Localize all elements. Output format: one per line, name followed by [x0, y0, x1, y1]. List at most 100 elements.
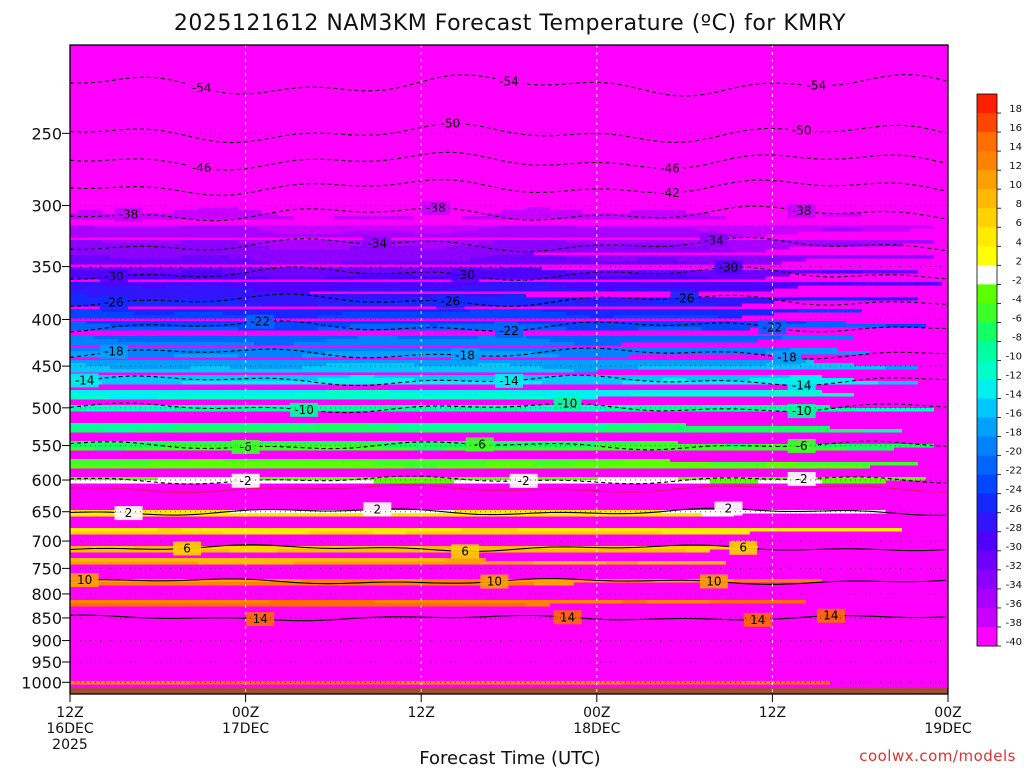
y-tick-label: 900: [31, 632, 62, 651]
temperature-cell: [638, 405, 702, 409]
temperature-cell: [526, 546, 758, 550]
temperature-cell: [190, 681, 398, 685]
temperature-cell: [70, 282, 102, 286]
temperature-cell: [454, 510, 662, 514]
temperature-cell: [70, 390, 326, 394]
temperature-cell: [622, 243, 686, 247]
temperature-cell: [414, 363, 478, 367]
temperature-cell: [862, 213, 910, 217]
temperature-cell: [326, 390, 390, 394]
temperature-cell: [102, 240, 182, 244]
temperature-cell: [126, 447, 414, 451]
colorbar-label: -28: [1006, 523, 1022, 534]
temperature-cell: [70, 339, 118, 343]
temperature-cell: [110, 255, 182, 259]
temperature-cell: [446, 447, 846, 451]
temperature-cell: [158, 477, 238, 481]
temperature-cell: [486, 282, 550, 286]
temperature-cell: [734, 579, 822, 583]
contour-label: -6: [474, 437, 486, 451]
temperature-cell: [102, 429, 134, 433]
contour-label-bg: [436, 116, 465, 131]
temperature-cell: [542, 366, 638, 370]
colorbar-label: -30: [1006, 542, 1022, 553]
temperature-cell: [118, 297, 470, 301]
temperature-cell: [70, 300, 238, 304]
contour-label-bg: [246, 612, 275, 627]
contour-label-bg: [655, 185, 684, 200]
temperature-cell: [350, 375, 374, 379]
temperature-cell: [166, 444, 382, 448]
temperature-cell: [526, 603, 550, 607]
contour-label: -30: [455, 268, 475, 282]
temperature-cell: [70, 600, 270, 604]
temperature-cell: [478, 243, 598, 247]
colorbar-label: -18: [1006, 428, 1022, 439]
contour-label: -38: [119, 208, 139, 222]
temperature-cell: [70, 582, 534, 586]
y-tick-label: 650: [31, 503, 62, 522]
temperature-cell: [566, 240, 934, 244]
colorbar-swatch: [977, 132, 997, 152]
temperature-cell: [126, 270, 182, 274]
temperature-cell: [182, 255, 230, 259]
temperature-cell: [398, 336, 478, 340]
temperature-cell: [374, 531, 406, 535]
temperature-cell: [518, 321, 806, 325]
plot-frame: [69, 44, 949, 695]
colorbar-label: -2: [1012, 275, 1022, 286]
temperature-cell: [342, 261, 710, 265]
temperature-cell: [278, 231, 342, 235]
temperature-cell: [814, 444, 934, 448]
colorbar-label: 12: [1009, 161, 1022, 172]
temperature-cell: [342, 231, 414, 235]
credit-link[interactable]: coolwx.com/models: [859, 747, 1016, 765]
plot-area: [70, 45, 948, 694]
temperature-cell: [318, 327, 566, 331]
contour-label-bg: [743, 612, 772, 627]
temperature-cell: [702, 405, 750, 409]
temperature-cell: [86, 321, 494, 325]
temperature-cell: [94, 225, 182, 229]
temperature-cell: [70, 546, 94, 550]
temperature-cell: [326, 339, 550, 343]
contour-label-bg: [436, 294, 465, 309]
contour-label-bg: [655, 161, 684, 176]
temperature-cell: [870, 297, 918, 301]
contour-label-bg: [187, 160, 216, 175]
temperature-cell: [230, 549, 278, 553]
temperature-cell: [134, 429, 862, 433]
temperature-cell: [302, 405, 398, 409]
contour-label: 14: [560, 610, 575, 624]
temperature-cell: [70, 465, 406, 469]
temperature-cell: [414, 378, 662, 382]
temperature-cell: [422, 393, 478, 397]
temperature-cell: [638, 441, 678, 445]
colorbar-label: -34: [1006, 580, 1022, 591]
temperature-cell: [70, 294, 86, 298]
temperature-cell: [302, 354, 558, 358]
colorbar-swatch: [977, 455, 997, 476]
temperature-cell: [374, 579, 422, 583]
temperature-cell: [718, 315, 742, 319]
contour-label-bg: [787, 204, 816, 219]
temperature-cell: [70, 480, 374, 484]
x-tick-label: 00Z: [934, 705, 961, 721]
contour-label: 6: [739, 541, 747, 555]
temperature-cell: [182, 381, 542, 385]
temperature-cell: [662, 378, 686, 382]
contour-label: -18: [104, 345, 124, 359]
contour-label-bg: [816, 608, 845, 623]
temperature-cell: [94, 546, 134, 550]
x-tick-label: 2025: [52, 737, 88, 753]
y-tick-label: 700: [31, 532, 62, 551]
x-tick-label: 00Z: [583, 705, 610, 721]
temperature-cell: [254, 288, 334, 292]
temperature-cell: [710, 213, 822, 217]
temperature-cell: [470, 258, 590, 262]
contour-label: -14: [75, 373, 95, 387]
contour-label-bg: [509, 473, 538, 488]
temperature-cell: [462, 216, 726, 220]
colorbar-swatch: [977, 189, 997, 209]
colorbar-swatch: [977, 94, 997, 114]
